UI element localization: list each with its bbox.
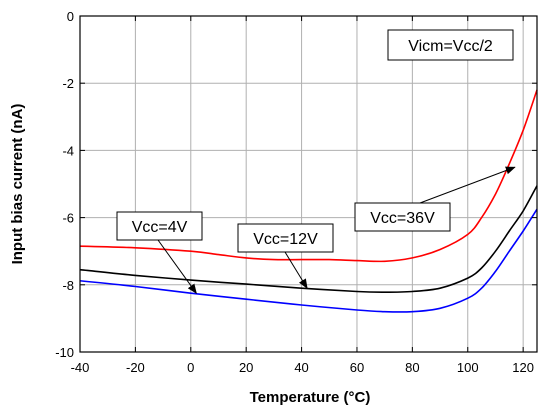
annotation-box — [387, 29, 514, 61]
annotation-box — [116, 211, 203, 241]
annotation-box — [237, 223, 334, 253]
annotation-label: Vicm=Vcc/2 — [408, 38, 493, 55]
x-tick-label: 0 — [187, 360, 194, 375]
x-tick-label: 40 — [294, 360, 308, 375]
x-tick-label: -20 — [126, 360, 145, 375]
annotation-arrow — [157, 239, 197, 295]
plot-border — [79, 15, 538, 353]
y-tick-label: -2 — [62, 76, 74, 91]
x-tick-label: -40 — [71, 360, 90, 375]
series-line-0 — [79, 89, 538, 263]
data-series — [79, 89, 538, 313]
annotation-label: Vcc=36V — [370, 210, 435, 227]
series-line-2 — [79, 208, 538, 313]
y-tick-label: 0 — [67, 9, 74, 24]
x-tick-label: 100 — [457, 360, 479, 375]
y-tick-label: -6 — [62, 211, 74, 226]
annotation-arrow — [284, 251, 308, 290]
x-tick-label: 20 — [239, 360, 253, 375]
y-axis-title: Input bias current (nA) — [9, 104, 26, 265]
y-tick-label: -8 — [62, 278, 74, 293]
annotation-label: Vcc=12V — [253, 231, 318, 248]
series-line-1 — [79, 185, 538, 293]
axis-ticks: -40 -20 0 20 40 60 80 100 120 0 -2 -4 -6 -8 -10 — [55, 9, 537, 375]
grid-lines — [80, 16, 537, 352]
x-tick-label: 80 — [405, 360, 419, 375]
plot-frame — [79, 15, 538, 353]
annotation-arrow — [419, 166, 516, 204]
annotation-label: Vcc=4V — [132, 219, 188, 236]
x-tick-label: 60 — [350, 360, 364, 375]
annotations: Vicm=Vcc/2 Vcc=36V Vcc=12V Vcc=4V — [116, 29, 516, 295]
x-tick-label: 120 — [512, 360, 534, 375]
y-tick-label: -10 — [55, 345, 74, 360]
x-axis-title: Temperature (°C) — [250, 389, 371, 406]
annotation-box — [354, 202, 451, 232]
y-tick-label: -4 — [62, 143, 74, 158]
